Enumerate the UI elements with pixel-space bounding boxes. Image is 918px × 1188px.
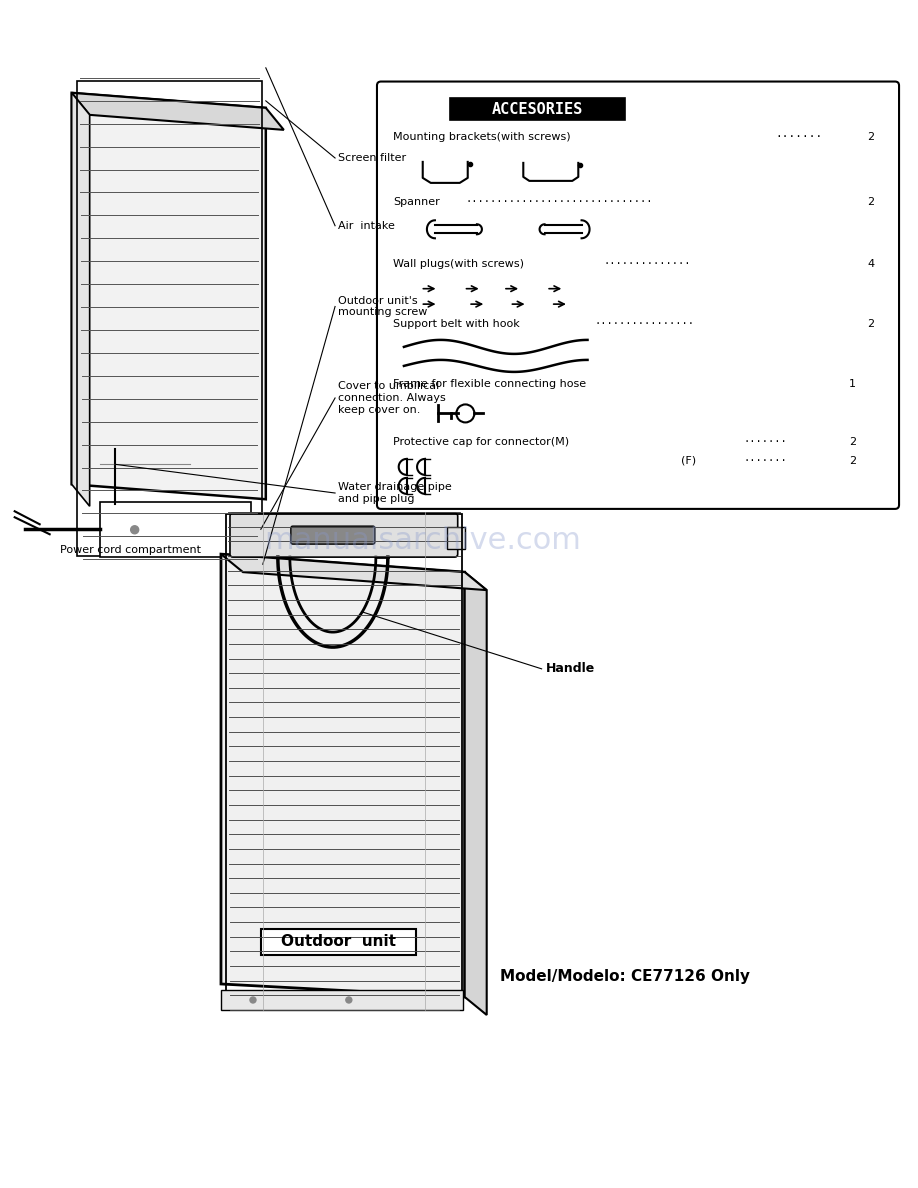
Text: 4: 4 xyxy=(868,259,875,268)
Circle shape xyxy=(250,997,256,1003)
Text: Power cord compartment: Power cord compartment xyxy=(60,545,201,555)
Text: Spanner: Spanner xyxy=(393,197,440,207)
Circle shape xyxy=(130,526,139,533)
Polygon shape xyxy=(465,573,487,1015)
Text: ··············: ·············· xyxy=(603,259,690,268)
Text: 1: 1 xyxy=(849,379,856,388)
Circle shape xyxy=(346,997,352,1003)
Polygon shape xyxy=(72,93,266,499)
Text: ACCESORIES: ACCESORIES xyxy=(491,102,583,116)
Bar xyxy=(100,503,251,557)
FancyBboxPatch shape xyxy=(230,513,458,557)
Text: Water drainage pipe
and pipe plug: Water drainage pipe and pipe plug xyxy=(338,482,452,504)
Bar xyxy=(450,99,624,120)
Polygon shape xyxy=(221,554,465,997)
Text: ······························: ······························ xyxy=(465,197,653,207)
Text: Air  intake: Air intake xyxy=(338,221,395,230)
Text: Model/Modelo: CE77126 Only: Model/Modelo: CE77126 Only xyxy=(500,969,750,984)
Text: Outdoor  unit: Outdoor unit xyxy=(281,935,397,949)
Text: Outdoor unit's
mounting screw: Outdoor unit's mounting screw xyxy=(338,296,428,317)
Text: Support belt with hook: Support belt with hook xyxy=(393,320,520,329)
Text: manualsarchive.com: manualsarchive.com xyxy=(263,526,581,555)
Text: Cover to umbilical
connection. Always
keep cover on.: Cover to umbilical connection. Always ke… xyxy=(338,381,446,415)
Text: 2: 2 xyxy=(868,320,875,329)
Text: Wall plugs(with screws): Wall plugs(with screws) xyxy=(393,259,524,268)
Text: ·······: ······· xyxy=(776,132,823,141)
Text: 2: 2 xyxy=(849,437,856,447)
Text: Frame for flexible connecting hose: Frame for flexible connecting hose xyxy=(393,379,586,388)
Bar xyxy=(77,81,262,556)
Bar xyxy=(226,514,462,1007)
FancyBboxPatch shape xyxy=(377,82,899,508)
Text: 2: 2 xyxy=(868,197,875,207)
Text: Mounting brackets(with screws): Mounting brackets(with screws) xyxy=(393,132,570,141)
Bar xyxy=(262,929,417,955)
FancyBboxPatch shape xyxy=(291,526,375,544)
Text: (F): (F) xyxy=(681,456,696,466)
Polygon shape xyxy=(72,93,90,506)
Text: ················: ················ xyxy=(595,320,695,329)
Text: Screen filter: Screen filter xyxy=(338,153,406,163)
Text: 2: 2 xyxy=(849,456,856,466)
Polygon shape xyxy=(72,93,284,129)
Text: ·······: ······· xyxy=(744,456,788,466)
Text: ·······: ······· xyxy=(744,437,788,447)
Polygon shape xyxy=(221,554,487,590)
Text: Protective cap for connector(M): Protective cap for connector(M) xyxy=(393,437,569,447)
Bar xyxy=(221,990,463,1010)
Bar xyxy=(447,527,465,549)
Text: Handle: Handle xyxy=(545,663,595,675)
Text: 2: 2 xyxy=(868,132,875,141)
